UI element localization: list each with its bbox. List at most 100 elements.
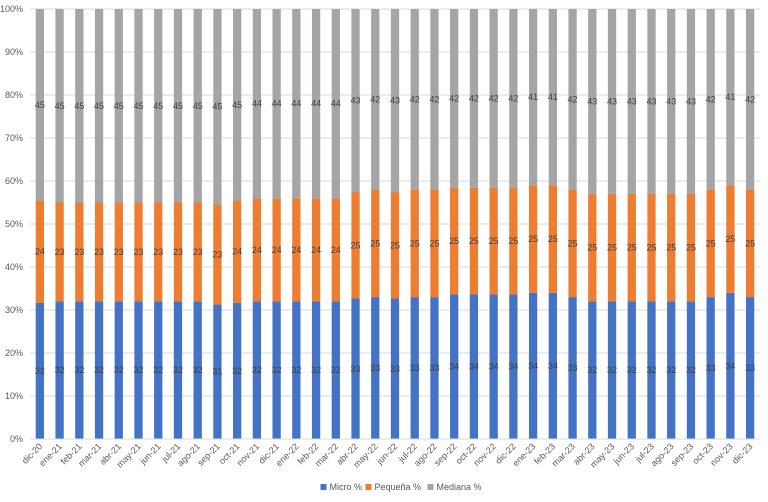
legend: Micro % Pequeña % Mediana %: [320, 482, 482, 492]
bar-segment: [627, 301, 636, 439]
y-tick-label: 30%: [5, 305, 23, 315]
bar-segment: [213, 9, 222, 205]
data-label: 44: [272, 99, 282, 109]
data-label: 42: [745, 94, 755, 104]
x-tick-label: nov-21: [235, 441, 262, 468]
data-label: 25: [587, 243, 597, 253]
data-label: 25: [627, 243, 637, 253]
data-label: 32: [74, 365, 84, 375]
data-label: 23: [193, 247, 203, 257]
bar-segment: [134, 301, 143, 439]
data-label: 33: [410, 363, 420, 373]
bar-segment: [154, 202, 163, 302]
bar-segment: [134, 202, 143, 302]
data-label: 43: [351, 96, 361, 106]
bar-segment: [292, 301, 301, 439]
bar-segment: [154, 9, 163, 203]
data-label: 25: [390, 240, 400, 250]
y-axis: 0% 10% 20% 30% 40% 50% 60% 70% 80% 90% 100%: [0, 4, 23, 444]
bar-segment: [450, 9, 459, 188]
data-label: 31: [212, 367, 222, 377]
data-label: 24: [311, 245, 321, 255]
data-label: 23: [153, 247, 163, 257]
bar-segment: [134, 9, 143, 203]
bar-segment: [351, 192, 360, 299]
bar-segment: [607, 301, 617, 439]
data-label: 32: [686, 365, 696, 375]
data-label: 23: [134, 247, 144, 257]
bar-segment: [75, 301, 84, 439]
data-label: 33: [745, 363, 755, 373]
data-label: 25: [745, 238, 755, 248]
bars: [35, 9, 755, 439]
bar-segment: [706, 189, 715, 298]
data-label: 25: [410, 238, 420, 248]
bar-segment: [726, 185, 735, 293]
data-label: 24: [232, 247, 242, 257]
data-label: 42: [449, 93, 459, 103]
data-label: 32: [153, 365, 163, 375]
bar-segment: [548, 292, 557, 439]
bar-segment: [410, 9, 419, 190]
data-label: 25: [508, 236, 518, 246]
bar-segment: [450, 294, 459, 439]
data-label: 42: [410, 94, 420, 104]
bar-segment: [193, 9, 202, 203]
data-label: 32: [252, 365, 262, 375]
bar-segment: [311, 9, 321, 199]
bar-segment: [173, 9, 183, 203]
data-label: 23: [114, 247, 124, 257]
data-label: 33: [706, 363, 716, 373]
x-tick-label: nov-23: [708, 441, 735, 468]
bar-segment: [568, 297, 577, 439]
bar-segment: [667, 9, 676, 194]
bar-segment: [410, 297, 419, 439]
bar-segment: [331, 198, 340, 302]
bar-segment: [311, 198, 321, 302]
data-label: 42: [508, 93, 518, 103]
bar-segment: [706, 9, 715, 190]
bar-segment: [390, 298, 400, 439]
bar-segment: [371, 297, 380, 439]
bar-segment: [233, 200, 242, 303]
data-label: 23: [94, 247, 104, 257]
data-label: 34: [548, 361, 558, 371]
data-label: 44: [331, 99, 341, 109]
data-label: 25: [429, 238, 439, 248]
bar-segment: [489, 9, 498, 188]
bar-segment: [331, 301, 340, 439]
bar-segment: [509, 294, 518, 439]
data-label: 45: [212, 102, 222, 112]
data-label: 45: [35, 100, 45, 110]
bar-segment: [292, 9, 301, 199]
y-tick-label: 60%: [5, 176, 23, 186]
y-tick-label: 0%: [10, 434, 23, 444]
data-label: 24: [291, 245, 301, 255]
bar-segment: [233, 9, 242, 201]
bar-segment: [371, 9, 380, 190]
data-label: 25: [370, 238, 380, 248]
data-label: 45: [193, 101, 203, 111]
data-label: 25: [548, 234, 558, 244]
bar-segment: [252, 9, 262, 199]
data-label: 23: [55, 247, 65, 257]
x-tick-label: sep-21: [195, 441, 222, 468]
bar-segment: [469, 294, 479, 439]
bar-segment: [351, 298, 360, 439]
data-label: 44: [311, 99, 321, 109]
bar-segment: [686, 301, 696, 439]
bar-segment: [193, 301, 202, 439]
data-label: 32: [311, 365, 321, 375]
bar-segment: [331, 9, 340, 199]
bar-segment: [173, 202, 183, 302]
legend-label: Micro %: [330, 482, 363, 492]
data-label: 32: [173, 365, 183, 375]
data-label: 34: [489, 362, 499, 372]
bar-segment: [647, 301, 656, 439]
bar-segment: [390, 9, 400, 193]
y-tick-label: 80%: [5, 90, 23, 100]
bar-segment: [75, 202, 84, 302]
data-label: 45: [74, 101, 84, 111]
x-tick-label: jun-21: [137, 441, 162, 466]
data-label: 25: [725, 234, 735, 244]
